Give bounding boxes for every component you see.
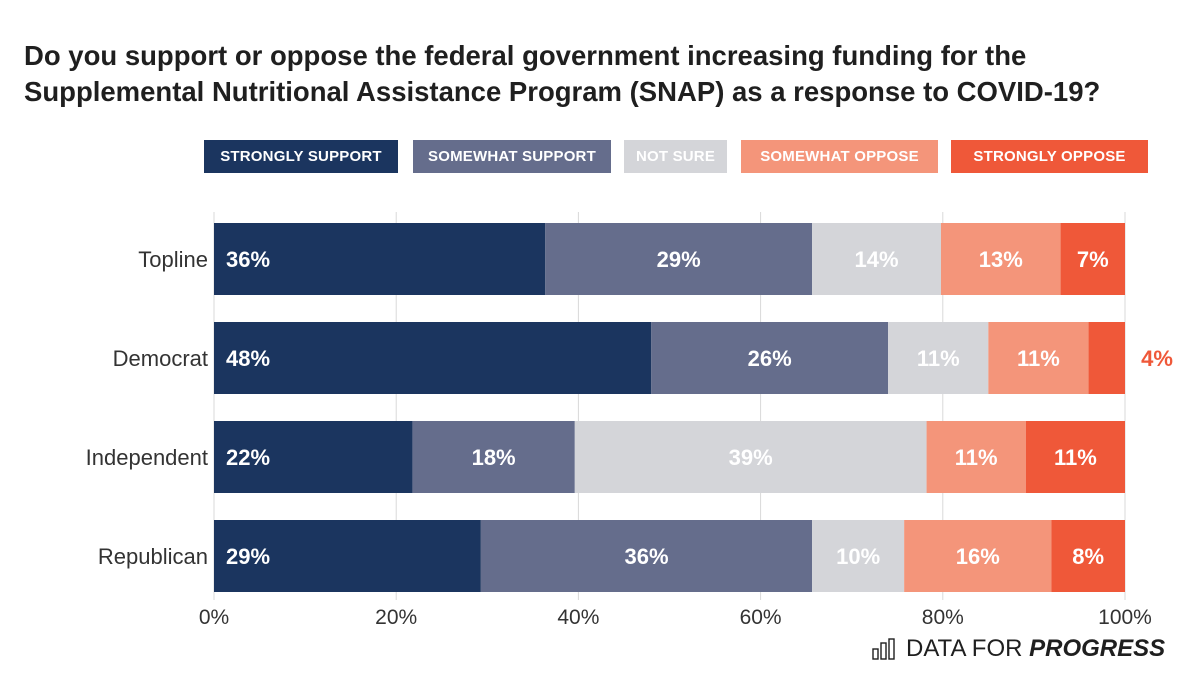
data-label: 36% <box>624 544 668 569</box>
data-label: 16% <box>956 544 1000 569</box>
bar-segment <box>812 520 905 592</box>
bar-segment <box>988 322 1089 394</box>
bar-segment <box>926 421 1026 493</box>
bar-segment <box>812 223 941 295</box>
bar-segment <box>940 223 1061 295</box>
bar-segment <box>888 322 989 394</box>
category-label: Topline <box>138 247 208 272</box>
data-label: 8% <box>1072 544 1104 569</box>
x-tick-label: 40% <box>557 606 599 629</box>
bar-segment <box>904 520 1052 592</box>
bar-segment <box>1025 421 1125 493</box>
data-label: 36% <box>226 247 270 272</box>
data-label: 14% <box>855 247 899 272</box>
category-label: Independent <box>86 445 208 470</box>
data-label: 10% <box>836 544 880 569</box>
bar-segment <box>574 421 927 493</box>
legend-somewhat-oppose: SOMEWHAT OPPOSE <box>741 140 938 173</box>
chart-title: Do you support or oppose the federal gov… <box>24 38 1184 110</box>
bars: 36% 29% 14% 13% 7% 48% 26% 11% 11% 4% 22% 18% 39% 11%… <box>214 223 1173 592</box>
data-label: 7% <box>1077 247 1109 272</box>
data-label: 18% <box>472 445 516 470</box>
category-label: Democrat <box>113 346 208 371</box>
bar-segment <box>412 421 575 493</box>
bar-segment <box>214 322 652 394</box>
data-label: 39% <box>729 445 773 470</box>
bar-segment <box>545 223 813 295</box>
data-label: 11% <box>1017 346 1060 371</box>
category-label: Republican <box>98 544 208 569</box>
x-tick-label: 100% <box>1098 606 1152 629</box>
data-label: 26% <box>748 346 792 371</box>
x-tick-label: 20% <box>375 606 417 629</box>
data-label: 22% <box>226 445 270 470</box>
brand-emphasis: PROGRESS <box>1029 635 1166 662</box>
brand-prefix: DATA FOR <box>906 635 1030 662</box>
bar-segment <box>214 520 481 592</box>
data-label: 11% <box>917 346 960 371</box>
x-tick-label: 80% <box>922 606 964 629</box>
x-tick-label: 0% <box>199 606 229 629</box>
x-axis-tick-labels: 0% 20% 40% 60% 80% 100% <box>199 606 1152 629</box>
data-label: 48% <box>226 346 270 371</box>
chart-title-line-2: Supplemental Nutritional Assistance Prog… <box>24 76 1101 107</box>
brand-logo: DATA FOR PROGRESS <box>872 634 1165 664</box>
data-label: 13% <box>979 247 1023 272</box>
bar-segment <box>1088 322 1125 394</box>
bar-segment <box>1051 520 1125 592</box>
x-tick-label: 60% <box>740 606 782 629</box>
category-labels: Topline Democrat Independent Republican <box>86 247 208 569</box>
bar-segment <box>214 223 546 295</box>
data-label: 11% <box>1054 445 1097 470</box>
bar-chart-icon <box>872 638 895 660</box>
legend-not-sure: NOT SURE <box>624 140 727 173</box>
bar-segment <box>1060 223 1125 295</box>
data-label: 29% <box>657 247 701 272</box>
legend-strongly-support: STRONGLY SUPPORT <box>204 140 398 173</box>
chart-title-line-1: Do you support or oppose the federal gov… <box>24 40 1027 71</box>
legend-strongly-oppose: STRONGLY OPPOSE <box>951 140 1148 173</box>
data-label: 11% <box>955 445 998 470</box>
bar-segment <box>480 520 813 592</box>
bar-segment <box>651 322 889 394</box>
data-label: 29% <box>226 544 270 569</box>
data-label: 4% <box>1141 346 1173 371</box>
legend-somewhat-support: SOMEWHAT SUPPORT <box>413 140 611 173</box>
bar-segment <box>214 421 413 493</box>
